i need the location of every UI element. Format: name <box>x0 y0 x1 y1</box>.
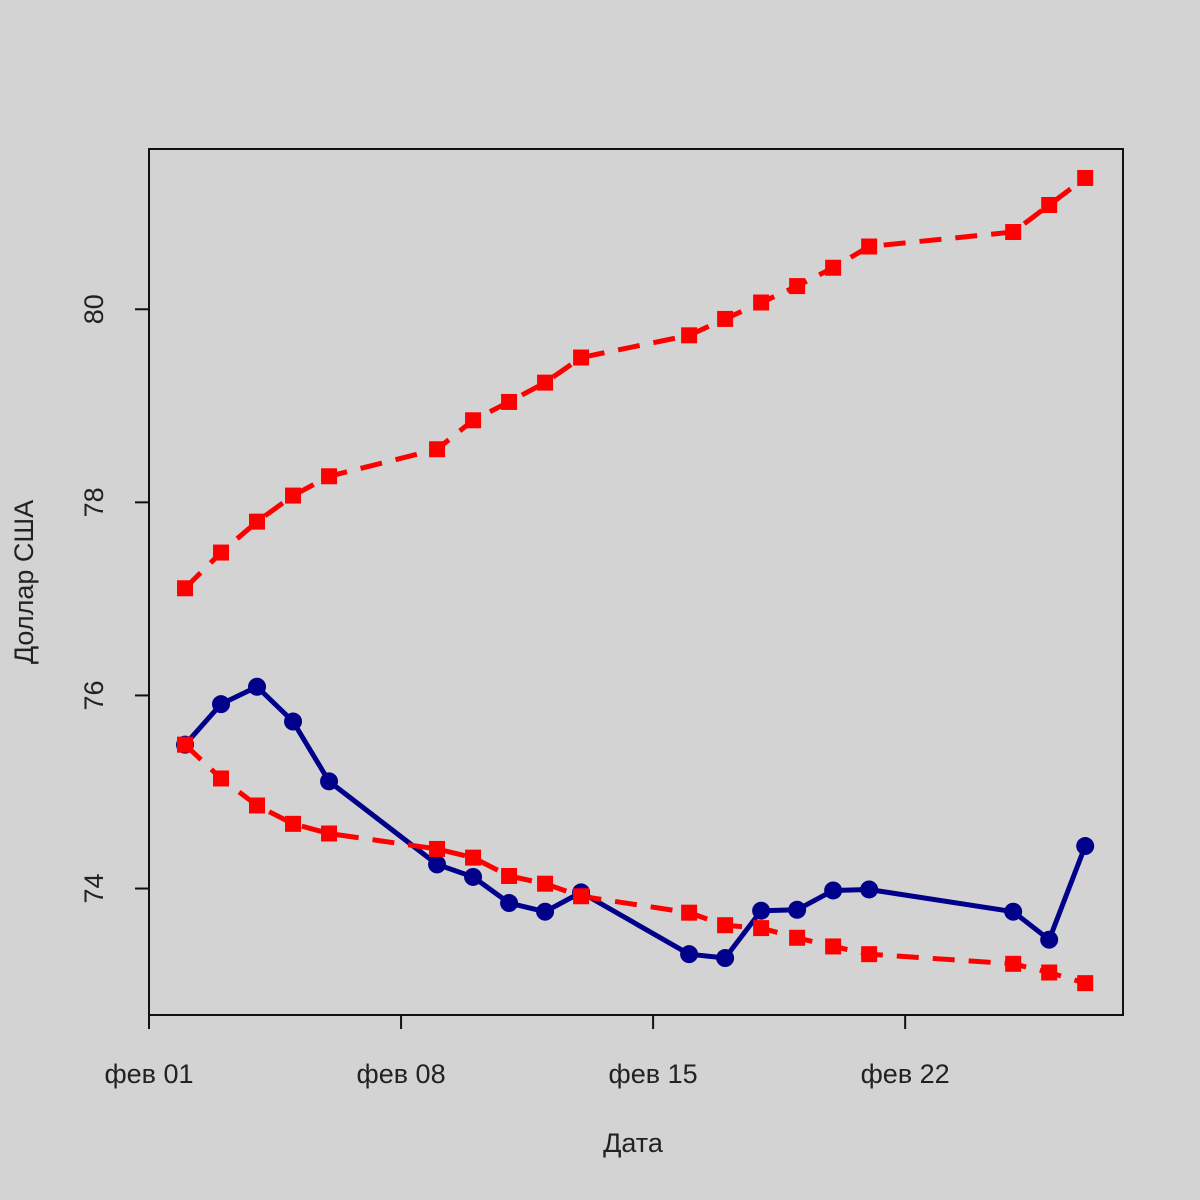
data-point <box>429 840 446 857</box>
data-point <box>429 441 446 458</box>
data-point <box>824 881 843 900</box>
data-point <box>716 949 735 968</box>
data-point <box>321 468 338 485</box>
data-point <box>681 327 698 344</box>
data-point <box>1041 964 1058 981</box>
data-point <box>213 770 230 787</box>
data-point <box>536 902 555 921</box>
data-point <box>177 580 194 597</box>
data-point <box>752 901 771 920</box>
data-point <box>537 875 554 892</box>
data-point <box>861 238 878 255</box>
data-point <box>285 815 302 832</box>
data-point <box>788 900 807 919</box>
data-point <box>537 374 554 391</box>
x-tick-label: фев 01 <box>104 1059 193 1089</box>
series-line <box>183 175 1087 591</box>
data-point <box>573 349 590 366</box>
data-point <box>1077 975 1094 992</box>
x-tick-label: фев 22 <box>861 1059 950 1089</box>
data-point <box>500 894 519 913</box>
data-point <box>680 945 699 964</box>
data-point <box>860 880 879 899</box>
data-point <box>285 487 302 504</box>
data-point <box>1005 955 1022 972</box>
data-point <box>825 259 842 276</box>
y-tick-label: 78 <box>79 487 109 517</box>
data-point <box>1077 169 1094 186</box>
data-point <box>464 867 483 886</box>
y-tick-label: 80 <box>79 294 109 324</box>
data-point <box>861 946 878 963</box>
x-tick-label: фев 08 <box>356 1059 445 1089</box>
series-line <box>183 684 1088 961</box>
y-tick-label: 76 <box>79 680 109 710</box>
series-lower-bound <box>177 736 1094 992</box>
x-tick-label: фев 15 <box>609 1059 698 1089</box>
data-point <box>320 772 339 791</box>
data-point <box>249 797 266 814</box>
data-point <box>1040 930 1059 949</box>
data-point <box>248 677 267 696</box>
data-point <box>1041 196 1058 213</box>
data-point <box>825 938 842 955</box>
series-layer <box>176 169 1095 992</box>
data-point <box>428 855 447 874</box>
data-point <box>573 888 590 905</box>
series-upper-bound <box>177 169 1094 597</box>
data-point <box>681 904 698 921</box>
data-point <box>1076 837 1095 856</box>
data-point <box>177 736 194 753</box>
data-point <box>501 867 518 884</box>
axes: фев 01 фев 08 фев 15 фев 22 74 76 78 80 <box>79 294 950 1089</box>
data-point <box>465 412 482 429</box>
data-point <box>789 929 806 946</box>
y-tick-label: 74 <box>79 874 109 904</box>
data-point <box>501 393 518 410</box>
plot-frame <box>148 148 1124 1016</box>
series-rate <box>176 677 1095 968</box>
data-point <box>1005 224 1022 241</box>
data-point <box>212 695 231 714</box>
data-point <box>753 920 770 937</box>
y-axis-label: Доллар США <box>9 500 39 664</box>
data-point <box>753 294 770 311</box>
data-point <box>321 825 338 842</box>
data-point <box>213 544 230 561</box>
data-point <box>284 712 303 731</box>
data-point <box>1004 902 1023 921</box>
data-point <box>717 310 734 327</box>
data-point <box>789 278 806 295</box>
data-point <box>717 917 734 934</box>
data-point <box>465 849 482 866</box>
x-axis-label: Дата <box>603 1128 664 1158</box>
series-line <box>183 742 1086 986</box>
data-point <box>249 513 266 530</box>
